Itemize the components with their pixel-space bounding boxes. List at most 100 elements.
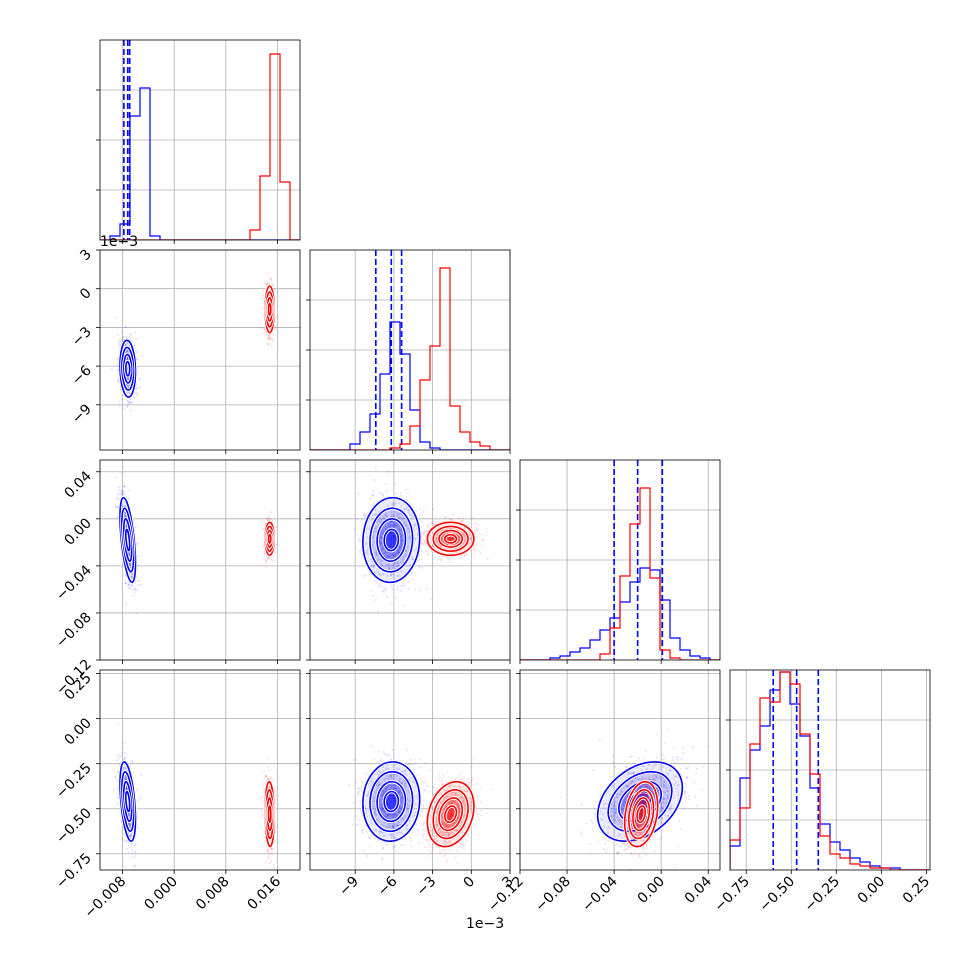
scatter-point — [408, 531, 411, 534]
scatter-point — [444, 516, 447, 519]
scatter-point — [484, 534, 487, 537]
scatter-point — [127, 851, 130, 854]
scatter-point — [267, 334, 270, 337]
scatter-point — [116, 517, 119, 520]
scatter-point — [123, 839, 126, 842]
scatter-point — [124, 778, 127, 781]
scatter-point — [409, 557, 412, 560]
scatter-point — [126, 342, 129, 345]
scatter-point — [136, 391, 139, 394]
scatter-point — [125, 342, 128, 345]
scatter-point — [122, 768, 125, 771]
contour-line — [125, 528, 131, 552]
subplot-2-1 — [306, 459, 511, 664]
scatter-point — [365, 551, 368, 554]
scatter-point — [267, 515, 270, 518]
scatter-point — [121, 466, 124, 469]
scatter-point — [396, 575, 399, 578]
scatter-point — [262, 290, 265, 293]
scatter-point — [435, 540, 438, 543]
scatter-point — [383, 585, 386, 588]
scatter-point — [439, 559, 442, 562]
scatter-point — [460, 519, 463, 522]
scatter-point — [406, 524, 409, 527]
scatter-point — [403, 584, 406, 587]
subplot-2-2 — [516, 459, 721, 664]
scatter-point — [362, 575, 365, 578]
scatter-point — [124, 751, 127, 754]
scatter-point — [394, 554, 397, 557]
scatter-point — [124, 326, 127, 329]
scatter-point — [392, 523, 395, 526]
scatter-point — [477, 549, 480, 552]
scatter-point — [401, 539, 404, 542]
scatter-point — [448, 558, 451, 561]
scatter-point — [374, 466, 377, 469]
scatter-point — [358, 550, 361, 553]
scatter-point — [456, 534, 459, 537]
scatter-point — [262, 558, 265, 561]
scatter-point — [398, 574, 401, 577]
scatter-point — [397, 502, 400, 505]
scatter-point — [138, 377, 141, 380]
scatter-point — [365, 541, 368, 544]
scatter-point — [390, 520, 393, 523]
scatter-point — [400, 517, 403, 520]
contour-line — [426, 521, 475, 557]
scatter-point — [401, 555, 404, 558]
scatter-point — [130, 584, 133, 587]
scatter-point — [126, 847, 129, 850]
scatter-point — [430, 550, 433, 553]
scatter-point — [128, 814, 131, 817]
scatter-point — [133, 844, 136, 847]
scatter-point — [119, 755, 122, 758]
scatter-point — [389, 524, 392, 527]
scatter-point — [123, 486, 126, 489]
scatter-point — [116, 497, 119, 500]
scatter-point — [409, 537, 412, 540]
scatter-point — [382, 590, 385, 593]
scatter-point — [400, 542, 403, 545]
scatter-point — [404, 553, 407, 556]
scatter-point — [262, 332, 265, 335]
scatter-point — [399, 513, 402, 516]
scatter-point — [131, 340, 134, 343]
scatter-point — [422, 541, 425, 544]
scatter-point — [133, 865, 136, 868]
scatter-point — [366, 553, 369, 556]
scatter-point — [384, 551, 387, 554]
scatter-point — [400, 533, 403, 536]
scatter-point — [475, 526, 478, 529]
scatter-point — [118, 338, 121, 341]
scatter-point — [400, 561, 403, 564]
scatter-point — [397, 551, 400, 554]
scatter-point — [135, 393, 138, 396]
scatter-point — [398, 550, 401, 553]
scatter-point — [116, 334, 119, 337]
scatter-point — [267, 337, 270, 340]
scatter-point — [134, 331, 137, 334]
scatter-point — [266, 342, 269, 345]
scatter-point — [363, 516, 366, 519]
scatter-point — [415, 527, 418, 530]
scatter-point — [405, 554, 408, 557]
scatter-point — [400, 546, 403, 549]
scatter-point — [128, 552, 131, 555]
scatter-point — [130, 576, 133, 579]
scatter-point — [400, 543, 403, 546]
scatter-point — [131, 594, 134, 597]
scatter-point — [381, 544, 384, 547]
scatter-point — [125, 788, 128, 791]
scatter-point — [379, 537, 382, 540]
scatter-point — [372, 594, 375, 597]
scatter-point — [119, 341, 122, 344]
scatter-point — [385, 555, 388, 558]
scatter-point — [130, 834, 133, 837]
scatter-point — [123, 514, 126, 517]
scatter-point — [457, 534, 460, 537]
scatter-point — [380, 492, 383, 495]
scatter-point — [262, 520, 265, 523]
scatter-point — [267, 337, 270, 340]
scatter-point — [374, 580, 377, 583]
scatter-point — [117, 498, 120, 501]
